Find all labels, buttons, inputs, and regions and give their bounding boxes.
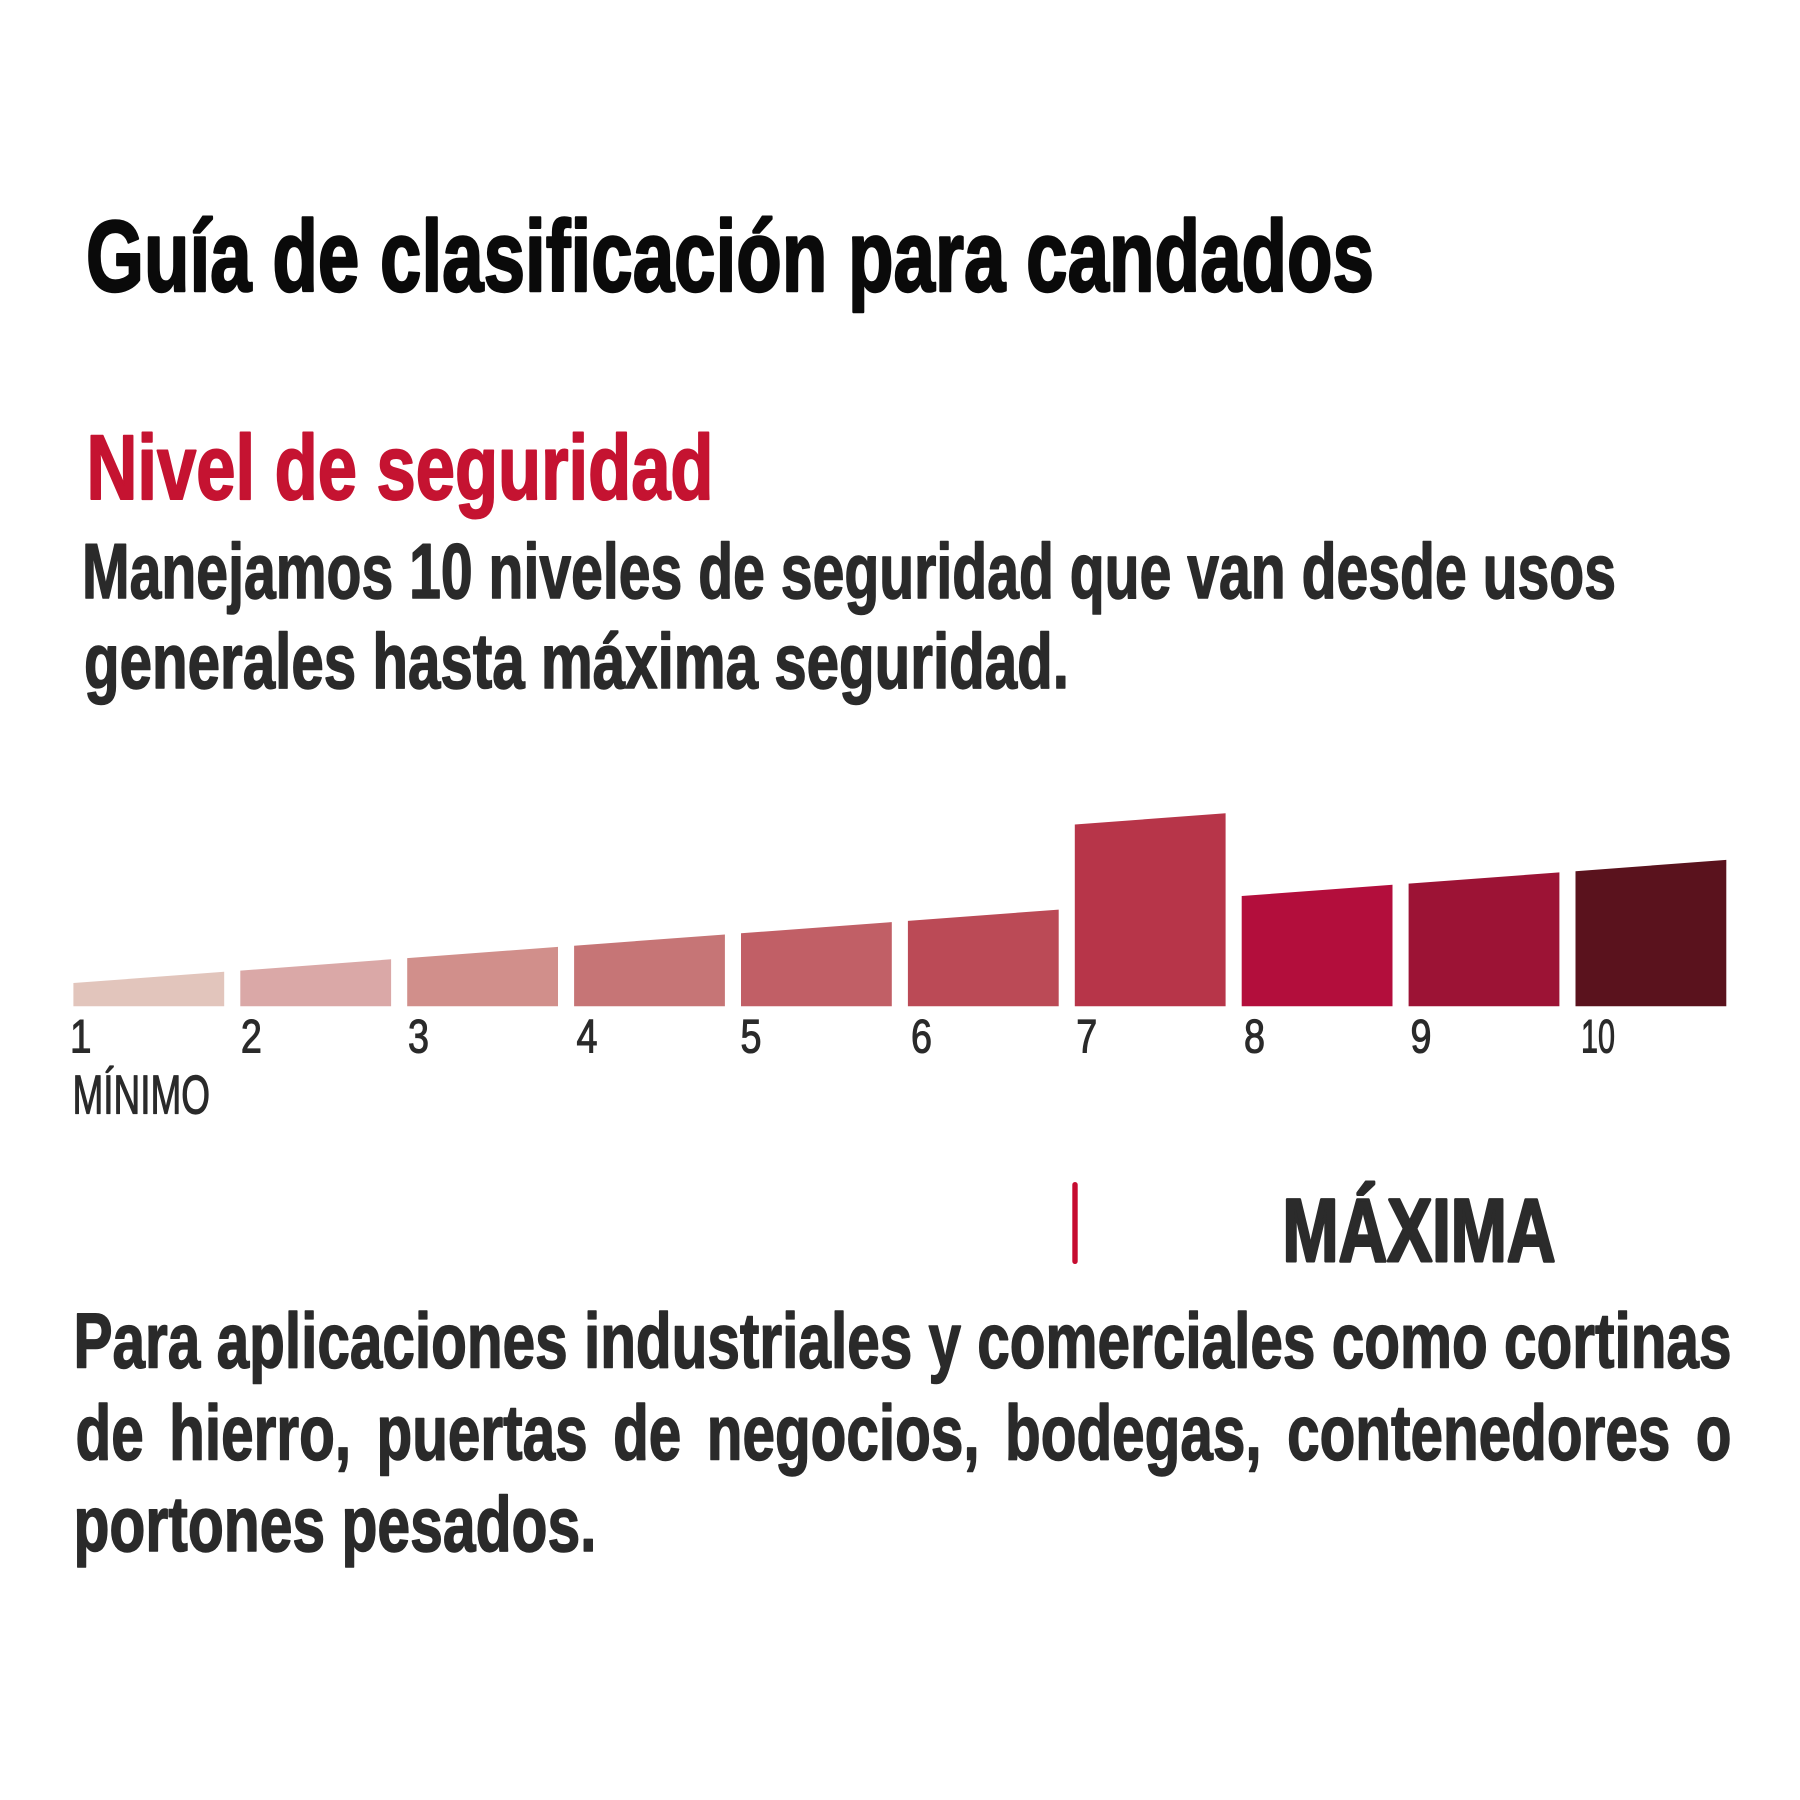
svg-text:MÁXIMA: MÁXIMA — [1283, 1180, 1556, 1280]
svg-text:5: 5 — [741, 1010, 762, 1063]
svg-text:Guía de clasificación para can: Guía de clasificación para candados — [86, 201, 1374, 313]
svg-text:8: 8 — [1244, 1010, 1265, 1063]
svg-text:1: 1 — [70, 1010, 92, 1063]
svg-text:7: 7 — [1076, 1010, 1097, 1063]
svg-text:generales hasta máxima segurid: generales hasta máxima seguridad. — [84, 617, 1069, 705]
svg-text:6: 6 — [911, 1010, 932, 1063]
svg-text:portones pesados.: portones pesados. — [74, 1480, 597, 1568]
svg-text:10: 10 — [1581, 1010, 1615, 1063]
svg-text:9: 9 — [1411, 1010, 1432, 1063]
svg-text:4: 4 — [577, 1010, 598, 1063]
svg-text:Para aplicaciones industriales: Para aplicaciones industriales y comerci… — [74, 1297, 1732, 1385]
svg-text:3: 3 — [408, 1010, 429, 1063]
svg-text:Nivel de seguridad: Nivel de seguridad — [87, 417, 714, 519]
svg-text:2: 2 — [241, 1010, 262, 1063]
svg-text:Manejamos 10 niveles de seguri: Manejamos 10 niveles de seguridad que va… — [82, 527, 1616, 615]
svg-text:MÍNIMO: MÍNIMO — [73, 1064, 211, 1126]
svg-text:de hierro, puertas de negocios: de hierro, puertas de negocios, bodegas,… — [76, 1388, 1732, 1476]
